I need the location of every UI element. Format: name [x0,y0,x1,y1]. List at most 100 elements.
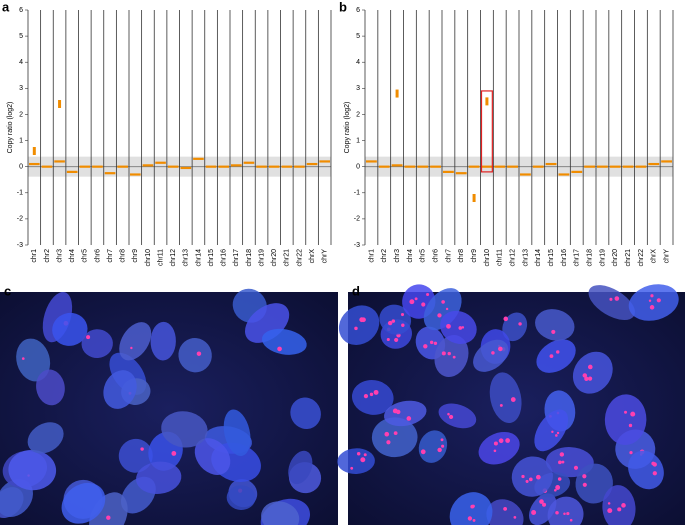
fish-signal [498,438,504,444]
fish-signal [621,503,626,508]
fish-signal [447,412,450,416]
x-tick-label: chr4 [407,249,414,263]
fish-signal [21,357,25,360]
fish-signal [656,298,661,303]
fish-signal [467,516,473,521]
x-tick-label: chr7 [445,249,452,263]
y-axis-label: Copy ratio (log2) [7,102,14,154]
fish-signal [555,485,561,490]
copy-number-plot: a Copy ratio (log2) -3 -2 -1 0 1 2 3 4 5 6 chr1 chr2 c… [2,0,332,267]
fish-signal [582,474,587,479]
x-tick-label: chr17 [574,249,581,267]
fish-signal [441,444,445,448]
x-tick-label: chr21 [625,249,632,267]
nucleus [379,304,412,335]
fish-signal [649,305,655,310]
y-tick-label: 5 [356,33,360,40]
nucleus [383,400,427,427]
nucleus [418,430,448,463]
panel-label: b [339,0,347,14]
fish-signal [363,453,367,457]
fish-signal [391,319,396,323]
y-axis-label: Copy ratio (log2) [344,102,351,154]
fish-signal [554,488,557,492]
x-tick-label: chrX [309,249,316,264]
y-tick-label: -1 [17,190,23,197]
fish-signal [470,504,475,509]
fish-signal [458,326,463,330]
y-tick-label: 6 [19,7,23,14]
nucleus [8,449,57,491]
x-tick-label: chr22 [296,249,303,267]
fish-signal [437,447,442,453]
x-tick-label: chr12 [170,249,177,267]
nucleus [547,496,584,530]
x-tick-label: chr13 [183,249,190,267]
x-tick-label: chr5 [82,249,89,263]
y-tick-label: -2 [354,216,360,223]
fish-signal [569,518,573,522]
image-c: c [0,283,338,530]
y-tick-label: -3 [354,242,360,249]
nucleus [534,409,569,452]
x-tick-label: chr15 [208,249,215,267]
fish-signal [499,403,503,407]
fish-signal [617,507,622,512]
nucleus [136,461,182,494]
fish-signal [521,474,525,479]
fish-signal [446,323,451,329]
fish-signal [441,351,446,356]
fish-signal [429,340,434,345]
x-tick-label: chr10 [484,249,491,267]
fish-signal [386,440,391,445]
fish-signal [582,373,588,378]
x-tick-label: chr9 [471,249,478,263]
copy-number-plot: b Copy ratio (log2) -3 -2 -1 0 1 2 3 4 5 6 chr1 chr2 c… [339,0,674,267]
fish-signal [441,300,445,304]
x-tick-label: chr21 [284,249,291,267]
focal-amplification [472,194,476,202]
fish-signal [607,508,613,514]
fish-signal [421,302,426,307]
fish-signal [556,350,560,354]
fish-signal [556,431,560,435]
fish-signal [414,297,418,301]
nucleus [178,338,212,373]
nucleus [535,309,575,341]
fish-signal [535,474,541,480]
focal-amplification [58,100,62,108]
x-tick-label: chr11 [157,249,164,266]
fish-signal [582,482,587,487]
x-tick-label: chr3 [56,249,63,263]
nucleus [434,335,469,377]
nucleus [150,321,176,361]
fish-signal [587,376,593,381]
nucleus [161,411,208,448]
nucleus [36,369,65,406]
fish-signal [356,451,361,456]
fish-signal [559,452,565,457]
fish-signal [452,355,456,359]
x-tick-label: chr17 [233,249,240,267]
fish-signal [587,364,593,370]
x-tick-label: chrY [663,249,670,264]
fish-signal [503,316,509,322]
fish-signal [363,394,369,399]
nucleus [371,417,418,458]
fish-signal [392,408,398,414]
x-tick-label: chr2 [381,249,388,263]
fish-signal [628,423,633,428]
x-tick-label: chr9 [132,249,139,263]
x-tick-label: chr20 [612,249,619,267]
panel-label: d [352,283,360,298]
fish-signal [196,351,202,356]
fish-signal [614,296,620,301]
nucleus [588,285,635,320]
x-tick-label: chr19 [599,249,606,267]
x-tick-label: chr16 [561,249,568,267]
x-tick-label: chr22 [638,249,645,267]
fish-signal [437,313,442,318]
y-tick-label: 4 [356,59,360,66]
x-tick-label: chr8 [458,249,465,263]
